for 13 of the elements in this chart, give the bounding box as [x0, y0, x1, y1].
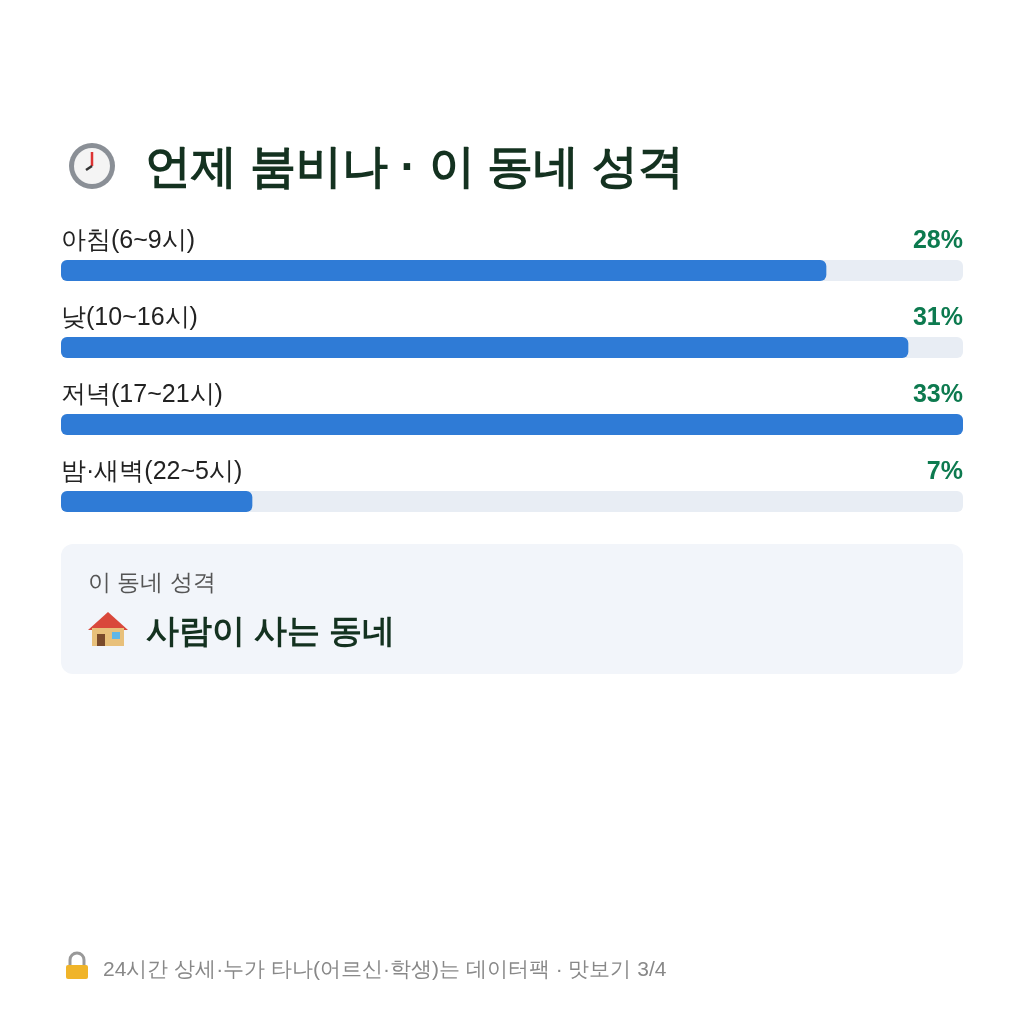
data-label: 7% [926, 456, 963, 484]
bar [61, 491, 253, 512]
y-tick-label: 밤·새벽(22~5시) [61, 456, 243, 484]
chart-title: 언제 붐비나 · 이 동네 성격 [145, 140, 685, 192]
text: 사람이 사는 동네 [146, 612, 396, 649]
text: 24시간 상세·누가 타나(어르신·학생)는 데이터팩 · 맛보기 3/4 [103, 957, 667, 980]
data-label: 31% [912, 302, 963, 330]
y-tick-label: 저녁(17~21시) [61, 379, 223, 407]
y-tick-label: 아침(6~9시) [61, 225, 196, 253]
y-tick-label: 낮(10~16시) [61, 302, 198, 330]
text: 이 동네 성격 [88, 569, 216, 595]
data-label: 28% [912, 225, 963, 253]
data-label: 33% [912, 379, 963, 407]
